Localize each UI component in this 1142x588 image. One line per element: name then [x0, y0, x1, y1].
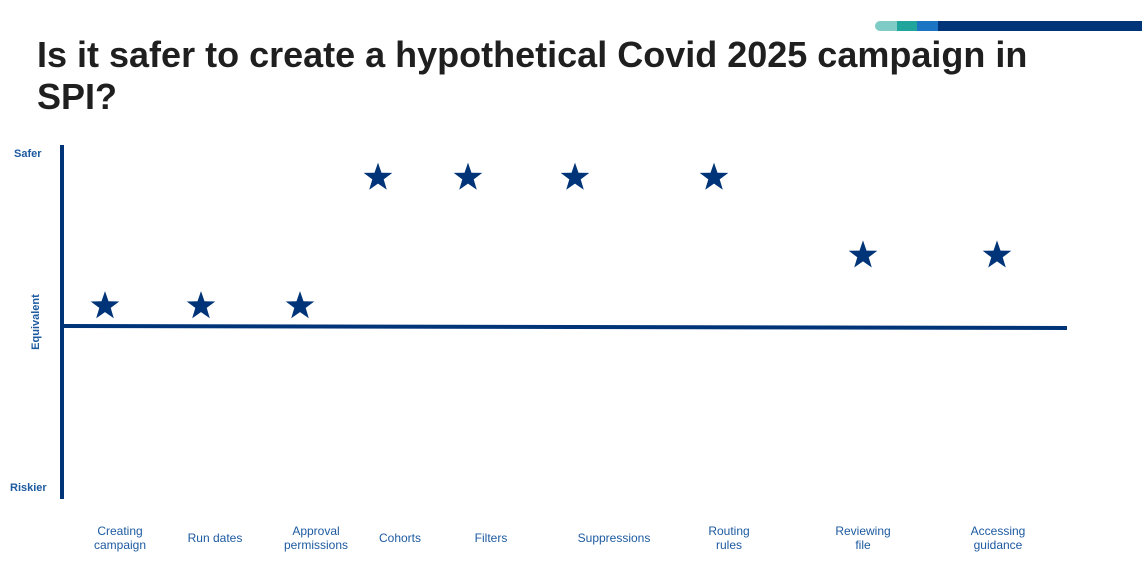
star-marker-4 — [363, 162, 393, 190]
y-axis-label-safer: Safer — [14, 148, 42, 160]
category-label-line-2: rules — [715, 538, 742, 552]
category-label-8: Reviewing file — [808, 510, 918, 566]
category-label-text: Cohorts — [379, 531, 421, 545]
category-label-text: Approval permissions — [284, 524, 348, 552]
category-label-line-2: campaign — [93, 538, 147, 552]
category-label-text: Accessing guidance — [971, 524, 1026, 552]
category-label-text: Reviewing file — [835, 524, 890, 552]
category-label-line-1: Approval — [292, 524, 340, 538]
category-label-5: Filters — [436, 510, 546, 566]
category-label-line-1: Reviewing — [835, 524, 891, 538]
category-label-1: Creating campaign — [65, 510, 175, 566]
accent-bar-segment-4 — [938, 21, 1142, 31]
star-marker-3 — [285, 291, 315, 319]
category-label-line-1: Filters — [474, 531, 508, 545]
category-label-text: Suppressions — [578, 531, 651, 545]
star-marker-9 — [982, 240, 1012, 268]
category-label-text: Routing rules — [708, 524, 749, 552]
category-label-line-1: Cohorts — [378, 531, 422, 545]
category-label-2: Run dates — [160, 510, 270, 566]
accent-bar-segment-2 — [897, 21, 917, 31]
star-marker-2 — [186, 291, 216, 319]
y-axis-label-riskier: Riskier — [10, 482, 47, 494]
equivalent-baseline — [61, 324, 1068, 330]
star-markers — [90, 162, 1012, 319]
category-label-4: Cohorts — [345, 510, 455, 566]
category-label-line-2: permissions — [283, 538, 349, 552]
category-label-text: Run dates — [188, 531, 243, 545]
category-label-line-1: Run dates — [187, 531, 243, 545]
star-marker-5 — [453, 162, 483, 190]
star-marker-1 — [90, 291, 120, 319]
star-marker-7 — [699, 162, 729, 190]
category-label-3: Approval permissions — [261, 510, 371, 566]
category-label-7: Routing rules — [674, 510, 784, 566]
category-label-line-2: file — [855, 538, 871, 552]
accent-bar-segment-3 — [917, 21, 938, 31]
category-label-text: Filters — [475, 531, 508, 545]
category-label-line-2: guidance — [973, 538, 1023, 552]
category-label-9: Accessing guidance — [943, 510, 1053, 566]
slide-title: Is it safer to create a hypothetical Cov… — [37, 34, 1028, 117]
category-label-line-1: Creating — [97, 524, 143, 538]
category-label-text: Creating campaign — [94, 524, 146, 552]
star-marker-8 — [848, 240, 878, 268]
category-label-6: Suppressions — [559, 510, 669, 566]
accent-bar-segment-1 — [875, 21, 897, 31]
category-label-line-1: Accessing — [970, 524, 1026, 538]
star-marker-6 — [560, 162, 590, 190]
category-label-line-1: Routing — [708, 524, 750, 538]
category-label-line-1: Suppressions — [577, 531, 651, 545]
